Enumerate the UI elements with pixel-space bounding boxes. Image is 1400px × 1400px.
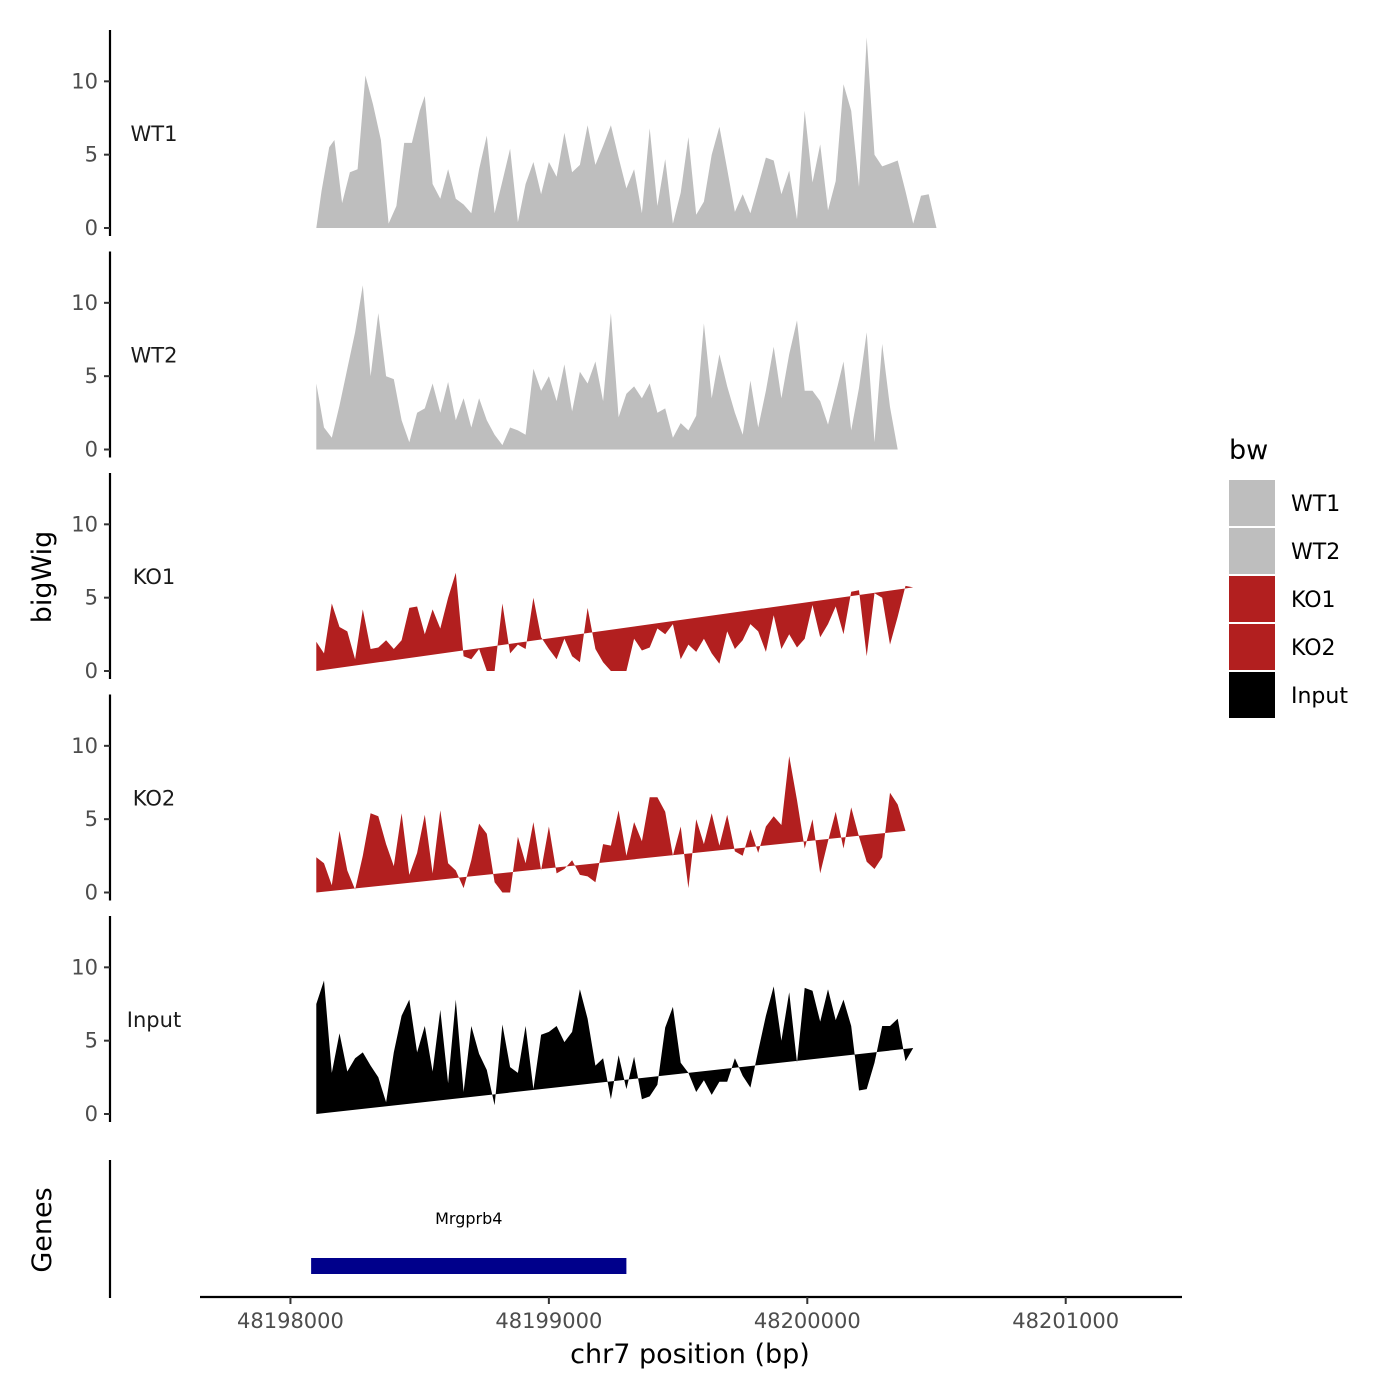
genes-track: Mrgprb4 (108, 1160, 627, 1298)
x-axis: 48198000 48199000 48200000 48201000 (200, 1295, 1182, 1333)
y-tick-label: 5 (85, 364, 98, 388)
legend-swatch-ko1 (1229, 576, 1275, 622)
track-label-input: Input (127, 1008, 181, 1032)
genes-axis-title: Genes (27, 1187, 58, 1272)
coverage-area-wt2 (316, 285, 898, 450)
gene-bar-mrgprb4 (311, 1258, 627, 1274)
y-tick-label: 5 (85, 143, 98, 167)
track-panel-wt1: 0 5 10 WT1 (71, 30, 937, 240)
legend-label-wt1: WT1 (1291, 492, 1340, 517)
legend-label-wt2: WT2 (1291, 540, 1340, 565)
coverage-area-ko2 (316, 756, 906, 893)
y-axis-title: bigWig (27, 531, 58, 624)
x-tick-label: 48200000 (754, 1309, 861, 1333)
legend-label-ko2: KO2 (1291, 636, 1336, 661)
legend-swatch-wt2 (1229, 528, 1275, 574)
x-tick-label: 48198000 (237, 1309, 344, 1333)
y-tick-label: 10 (71, 955, 98, 979)
y-tick-label: 10 (71, 512, 98, 536)
track-panel-wt2: 0 5 10 WT2 (71, 251, 898, 462)
coverage-tracks: 0 5 10 WT1 0 5 10 WT2 0 5 10 KO1 0 5 10 KO2 0 5 10 Input (71, 30, 937, 1126)
y-tick-label: 10 (71, 291, 98, 315)
coverage-area-input (316, 980, 914, 1114)
y-tick-label: 5 (85, 807, 98, 831)
coverage-area-ko1 (316, 572, 914, 671)
track-label-ko2: KO2 (133, 787, 176, 811)
legend-label-input: Input (1291, 684, 1348, 709)
y-tick-label: 5 (85, 586, 98, 610)
y-tick-label: 0 (85, 881, 98, 905)
x-tick-label: 48201000 (1012, 1309, 1119, 1333)
y-tick-label: 0 (85, 216, 98, 240)
track-label-wt2: WT2 (131, 344, 178, 368)
y-tick-label: 0 (85, 1102, 98, 1126)
x-axis-title: chr7 position (bp) (570, 1339, 810, 1370)
legend-label-ko1: KO1 (1291, 588, 1336, 613)
legend-title: bw (1229, 435, 1268, 466)
y-tick-label: 10 (71, 734, 98, 758)
y-tick-label: 10 (71, 69, 98, 93)
x-tick-label: 48199000 (495, 1309, 602, 1333)
legend-swatch-ko2 (1229, 624, 1275, 670)
legend-swatch-wt1 (1229, 480, 1275, 526)
gene-label-mrgprb4: Mrgprb4 (435, 1209, 502, 1228)
track-label-wt1: WT1 (131, 122, 178, 146)
legend: bw WT1 WT2 KO1 KO2 Input (1229, 435, 1348, 718)
coverage-area-wt1 (316, 37, 937, 228)
y-tick-label: 0 (85, 438, 98, 462)
y-tick-label: 5 (85, 1029, 98, 1053)
legend-swatch-input (1229, 672, 1275, 718)
track-panel-ko2: 0 5 10 KO2 (71, 694, 906, 905)
y-tick-label: 0 (85, 659, 98, 683)
track-label-ko1: KO1 (133, 565, 176, 589)
track-panel-ko1: 0 5 10 KO1 (71, 473, 914, 683)
track-panel-input: 0 5 10 Input (71, 916, 914, 1126)
